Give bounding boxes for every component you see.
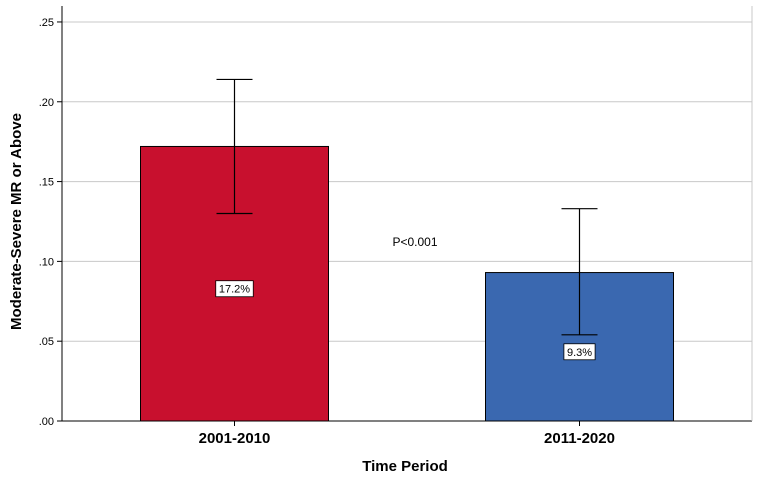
y-tick-label: .15: [39, 177, 54, 189]
data-label-box: [563, 343, 596, 361]
y-axis-ticks: .00 .05 .10 .15 .20 .25: [39, 17, 62, 428]
x-axis-title: Time Period: [362, 458, 448, 475]
data-labels: 17.2% 9.3%: [215, 280, 596, 361]
y-tick-label: .05: [39, 336, 54, 348]
y-tick-label: .25: [39, 17, 54, 29]
y-axis-title: Moderate-Severe MR or Above: [8, 113, 25, 330]
y-tick-label: .10: [39, 256, 54, 268]
x-tick-label: 2011-2020: [544, 430, 615, 447]
x-tick-label: 2001-2010: [199, 430, 271, 447]
y-tick-label: .00: [39, 416, 54, 428]
data-label: 17.2%: [219, 284, 250, 296]
data-label-box: [215, 280, 254, 298]
y-tick-label: .20: [39, 97, 54, 109]
data-label: 9.3%: [567, 347, 592, 359]
p-value-annotation: P<0.001: [392, 235, 437, 249]
error-bars: [216, 78, 598, 336]
x-axis-tick-labels: 2001-2010 2011-2020: [199, 421, 615, 447]
